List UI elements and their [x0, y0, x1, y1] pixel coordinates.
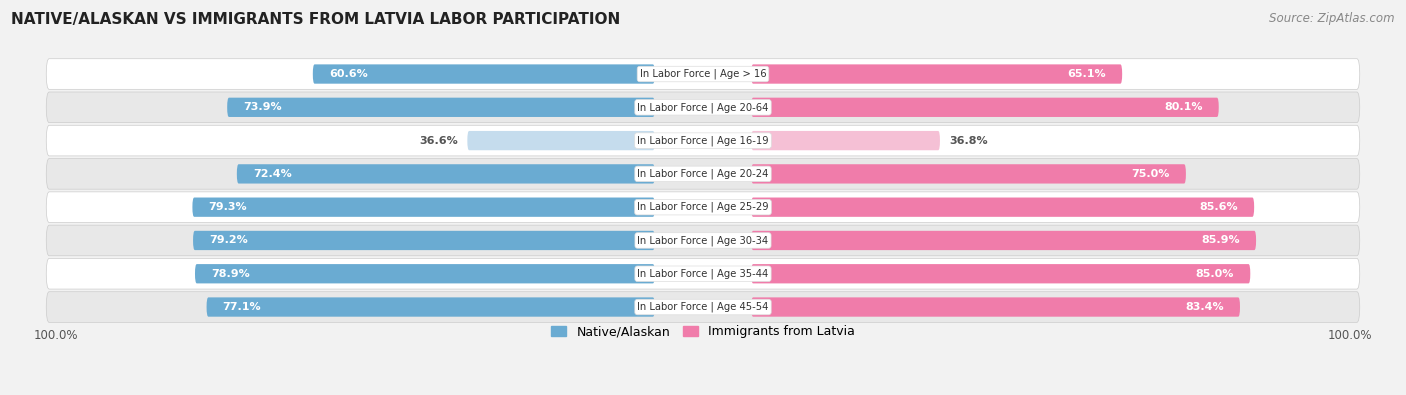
Text: 100.0%: 100.0% — [34, 329, 77, 342]
FancyBboxPatch shape — [193, 231, 655, 250]
Text: 85.6%: 85.6% — [1199, 202, 1239, 212]
FancyBboxPatch shape — [312, 64, 655, 84]
FancyBboxPatch shape — [195, 264, 655, 283]
Text: 85.0%: 85.0% — [1197, 269, 1234, 279]
Text: NATIVE/ALASKAN VS IMMIGRANTS FROM LATVIA LABOR PARTICIPATION: NATIVE/ALASKAN VS IMMIGRANTS FROM LATVIA… — [11, 12, 620, 27]
Text: In Labor Force | Age 20-64: In Labor Force | Age 20-64 — [637, 102, 769, 113]
FancyBboxPatch shape — [46, 225, 1360, 256]
Text: 72.4%: 72.4% — [253, 169, 291, 179]
FancyBboxPatch shape — [46, 158, 1360, 189]
FancyBboxPatch shape — [751, 131, 941, 150]
Text: 75.0%: 75.0% — [1132, 169, 1170, 179]
Text: 65.1%: 65.1% — [1067, 69, 1107, 79]
Text: 78.9%: 78.9% — [211, 269, 250, 279]
FancyBboxPatch shape — [46, 292, 1360, 322]
FancyBboxPatch shape — [751, 231, 1256, 250]
Text: In Labor Force | Age 35-44: In Labor Force | Age 35-44 — [637, 269, 769, 279]
FancyBboxPatch shape — [236, 164, 655, 184]
Text: In Labor Force | Age 16-19: In Labor Force | Age 16-19 — [637, 135, 769, 146]
Text: 85.9%: 85.9% — [1201, 235, 1240, 245]
FancyBboxPatch shape — [46, 59, 1360, 89]
Text: In Labor Force | Age 45-54: In Labor Force | Age 45-54 — [637, 302, 769, 312]
FancyBboxPatch shape — [193, 198, 655, 217]
Text: 100.0%: 100.0% — [1329, 329, 1372, 342]
Text: In Labor Force | Age > 16: In Labor Force | Age > 16 — [640, 69, 766, 79]
Text: 73.9%: 73.9% — [243, 102, 281, 112]
FancyBboxPatch shape — [46, 125, 1360, 156]
Text: In Labor Force | Age 30-34: In Labor Force | Age 30-34 — [637, 235, 769, 246]
Text: 36.8%: 36.8% — [949, 135, 988, 146]
Text: 60.6%: 60.6% — [329, 69, 367, 79]
Text: 79.3%: 79.3% — [208, 202, 247, 212]
FancyBboxPatch shape — [228, 98, 655, 117]
FancyBboxPatch shape — [467, 131, 655, 150]
FancyBboxPatch shape — [46, 92, 1360, 122]
Text: 79.2%: 79.2% — [209, 235, 247, 245]
Text: 80.1%: 80.1% — [1164, 102, 1202, 112]
Text: 77.1%: 77.1% — [222, 302, 262, 312]
Text: 36.6%: 36.6% — [419, 135, 458, 146]
FancyBboxPatch shape — [751, 164, 1185, 184]
FancyBboxPatch shape — [751, 198, 1254, 217]
FancyBboxPatch shape — [751, 98, 1219, 117]
FancyBboxPatch shape — [751, 297, 1240, 317]
FancyBboxPatch shape — [46, 192, 1360, 222]
Text: In Labor Force | Age 20-24: In Labor Force | Age 20-24 — [637, 169, 769, 179]
FancyBboxPatch shape — [46, 258, 1360, 289]
FancyBboxPatch shape — [751, 64, 1122, 84]
Text: 83.4%: 83.4% — [1185, 302, 1223, 312]
Text: In Labor Force | Age 25-29: In Labor Force | Age 25-29 — [637, 202, 769, 213]
FancyBboxPatch shape — [751, 264, 1250, 283]
FancyBboxPatch shape — [207, 297, 655, 317]
Legend: Native/Alaskan, Immigrants from Latvia: Native/Alaskan, Immigrants from Latvia — [547, 320, 859, 343]
Text: Source: ZipAtlas.com: Source: ZipAtlas.com — [1270, 12, 1395, 25]
